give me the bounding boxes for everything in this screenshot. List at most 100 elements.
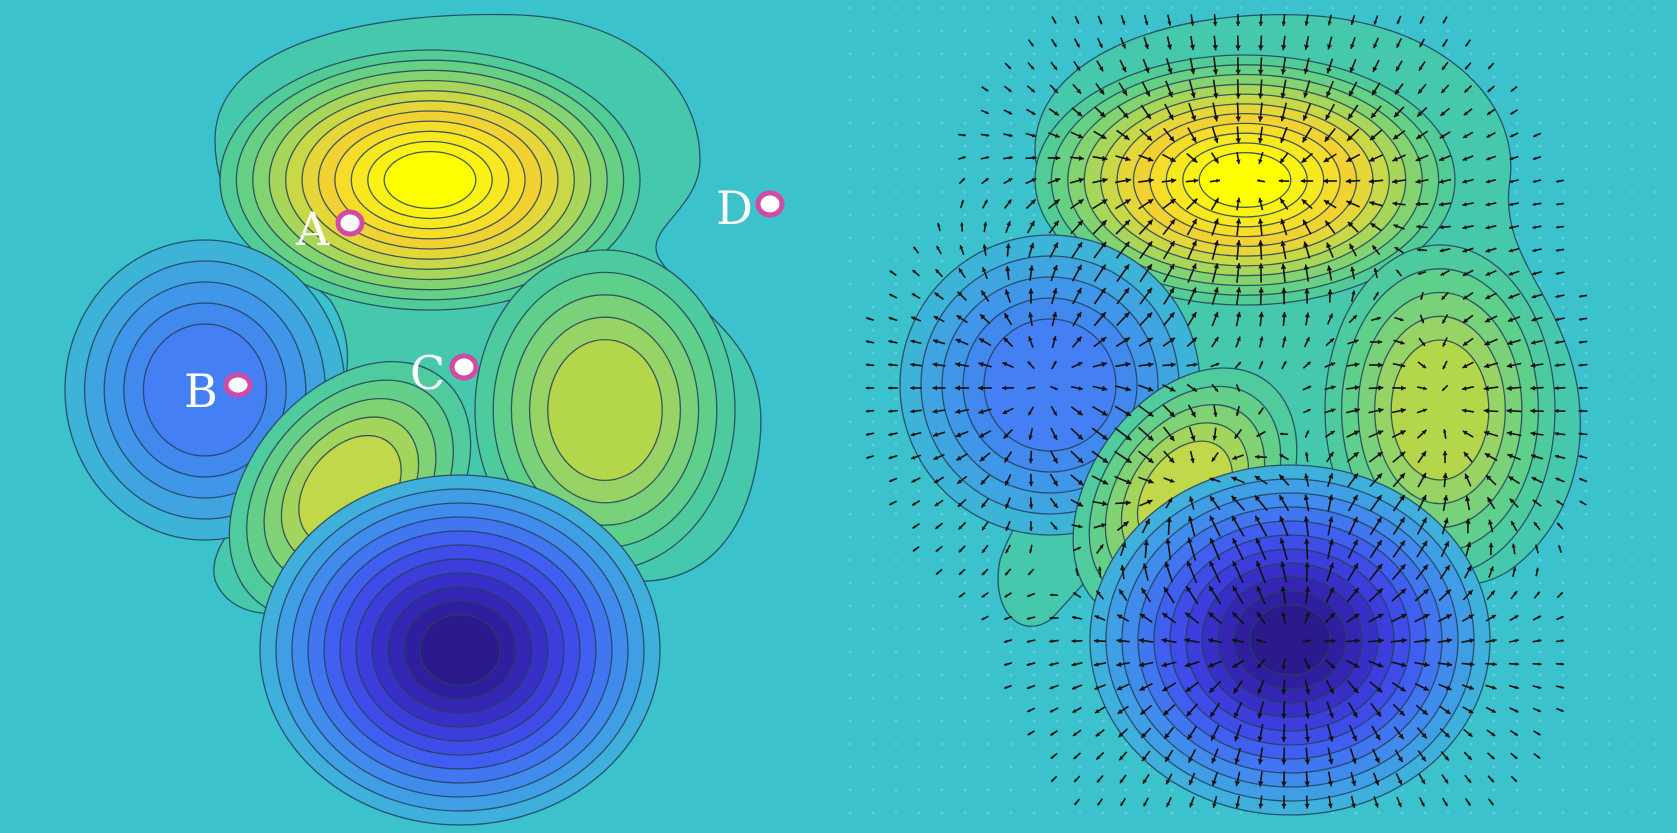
arrow-head-icon [1029,242,1035,249]
gradient-arrow [1190,14,1195,26]
gradient-arrow [1327,539,1334,559]
arrow-head-icon [1237,388,1240,392]
arrow-head-icon [1418,271,1422,275]
arrow-head-icon [1304,736,1311,742]
gradient-arrow [1441,774,1449,784]
arrow-head-icon [1446,661,1453,667]
grid-dot [1653,466,1657,470]
arrow-head-icon [1188,779,1194,786]
gradient-arrow [1028,336,1034,348]
grid-dot [848,673,852,677]
gradient-arrow [1003,662,1013,666]
arrow-head-icon [1439,225,1444,230]
gradient-arrow [932,362,946,368]
grid-dot [1538,98,1542,102]
arrow-head-icon [1399,451,1406,457]
gradient-arrow [959,244,965,256]
gradient-arrow [1419,15,1425,25]
gradient-arrow [1462,269,1474,277]
arrow-head-icon [1124,199,1131,205]
arrow-head-icon [1533,134,1537,137]
arrow-head-icon [1376,316,1381,321]
arrow-head-icon [1530,408,1536,414]
gradient-arrow [912,246,920,254]
grid-dot [963,236,967,240]
grid-dot [1009,742,1013,746]
point-d-marker-icon[interactable] [755,190,785,218]
arrow-head-icon [1235,45,1241,51]
arrow-head-icon [1161,637,1167,644]
point-c-marker-icon[interactable] [449,353,479,381]
grid-dot [1561,558,1565,562]
gradient-arrow [1390,637,1408,644]
point-b-label: B [184,364,218,418]
arrow-head-icon [1442,387,1446,391]
gradient-arrow [912,546,920,552]
arrow-head-icon [1352,539,1358,546]
arrow-head-icon [1442,43,1446,47]
arrow-head-icon [1191,157,1198,163]
arrow-head-icon [1486,475,1492,481]
point-b[interactable]: B [184,364,253,418]
grid-dot [894,581,898,585]
gradient-arrow [1093,264,1107,282]
gradient-arrow [1556,522,1564,530]
gradient-arrow [1394,749,1404,763]
arrow-head-icon [1123,134,1130,140]
arrow-head-icon [1212,803,1217,808]
gradient-arrow [1417,271,1427,275]
arrow-head-icon [1415,201,1421,207]
gradient-arrow [1485,247,1497,253]
gradient-arrow [1281,312,1287,326]
arrow-head-icon [1420,296,1424,300]
point-a[interactable]: A [295,202,365,256]
arrow-head-icon [1138,637,1145,644]
arrow-head-icon [1375,734,1381,741]
gradient-arrow [1049,497,1059,509]
point-d[interactable]: D [716,181,785,235]
arrow-head-icon [1280,218,1286,225]
gradient-arrow [1461,661,1475,667]
gradient-arrow [1370,105,1382,119]
point-a-marker-icon[interactable] [335,209,365,237]
arrow-head-icon [1303,516,1310,522]
arrow-head-icon [1399,540,1405,547]
arrow-head-icon [1141,588,1147,594]
grid-dot [1653,742,1657,746]
arrow-head-icon [1125,410,1131,416]
gradient-arrow [1347,221,1359,233]
arrow-head-icon [1190,21,1195,26]
grid-dot [1607,788,1611,792]
arrow-head-icon [1376,540,1382,546]
arrow-head-icon [1123,312,1130,318]
grid-dot [1584,351,1588,355]
gradient-arrow [1257,724,1264,742]
grid-dot [1653,167,1657,171]
arrow-head-icon [1258,287,1264,293]
arrow-head-icon [1146,135,1153,141]
gradient-arrow [1462,706,1474,714]
gradient-arrow [1327,289,1333,303]
gradient-arrow [1235,57,1241,75]
point-c[interactable]: C [410,346,479,400]
point-b-marker-icon[interactable] [223,372,253,398]
arrow-head-icon [1077,410,1083,416]
grid-dot [1561,6,1565,10]
arrow-head-icon [1125,457,1132,463]
gradient-arrow [1369,362,1383,368]
arrow-head-icon [1030,65,1034,70]
gradient-arrow [1072,706,1082,714]
arrow-head-icon [955,362,961,368]
grid-dot [1147,6,1151,10]
grid-dot [1653,75,1657,79]
gradient-arrow [1071,264,1083,282]
arrow-head-icon [1258,21,1264,27]
gradient-arrow [911,292,921,300]
gradient-arrow [978,385,992,391]
grid-dot [1653,374,1657,378]
arrow-head-icon [1076,20,1079,24]
grid-dot [1308,6,1312,10]
gradient-arrow [1304,14,1309,26]
grid-dot [1630,742,1634,746]
grid-dot [894,328,898,332]
